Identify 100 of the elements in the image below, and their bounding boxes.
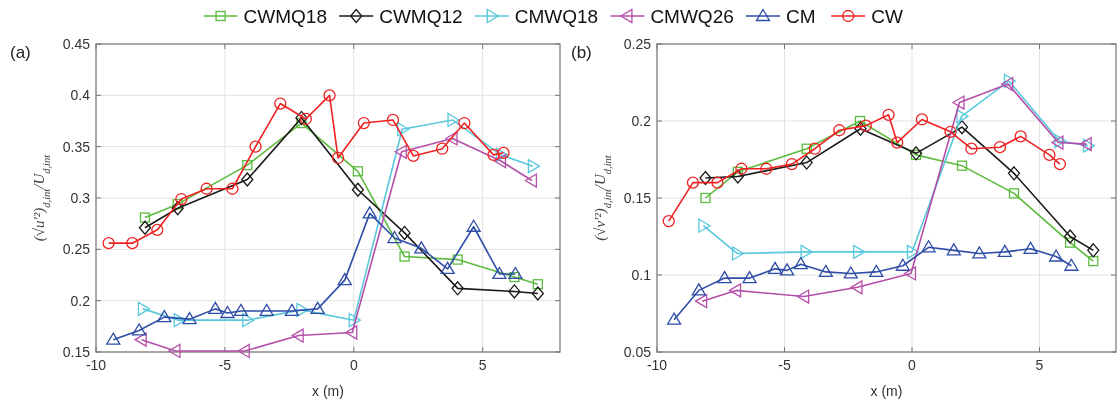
point <box>666 312 682 325</box>
point <box>299 112 312 126</box>
point <box>458 116 471 130</box>
point <box>492 266 507 280</box>
point <box>208 301 223 315</box>
y-tick-label: 0.45 <box>62 36 91 52</box>
point <box>760 162 773 175</box>
point <box>800 155 813 170</box>
point <box>337 272 352 286</box>
point <box>291 328 304 343</box>
point <box>818 264 833 278</box>
point <box>509 271 520 283</box>
y-tick-label: 0.35 <box>62 138 91 155</box>
point <box>779 263 795 276</box>
point <box>106 332 121 345</box>
legend-label: CMWQ26 <box>650 6 734 27</box>
x-tick-label: -10 <box>85 357 107 373</box>
point <box>1064 237 1076 248</box>
point <box>662 214 675 228</box>
point <box>1043 148 1056 162</box>
y-tick-label: 0.2 <box>631 113 652 129</box>
point <box>310 301 325 315</box>
point <box>173 313 186 328</box>
x-tick-label: -5 <box>218 357 232 373</box>
point <box>735 162 748 175</box>
point <box>717 270 732 284</box>
point <box>850 280 863 295</box>
x-tick-label: 0 <box>349 357 358 373</box>
chart-title: (a) <box>10 43 31 62</box>
point <box>531 286 544 301</box>
point <box>168 343 181 359</box>
point <box>387 230 402 244</box>
point <box>699 170 712 186</box>
chart-title: (b) <box>571 43 592 62</box>
point <box>397 122 410 137</box>
legend-label: CMWQ18 <box>514 6 599 27</box>
point <box>944 125 957 138</box>
x-tick-label: -5 <box>778 357 791 373</box>
point <box>854 115 866 127</box>
point <box>362 206 377 219</box>
x-tick-label: -10 <box>646 357 668 373</box>
point <box>274 97 287 110</box>
point <box>915 113 929 126</box>
legend-label: CW <box>871 6 903 27</box>
y-tick-label: 0.15 <box>623 190 652 206</box>
point <box>447 112 460 128</box>
point <box>241 172 254 187</box>
point <box>348 313 361 328</box>
point <box>527 159 541 174</box>
x-axis-title: x (m) <box>312 383 344 399</box>
x-tick-label: 0 <box>908 357 917 373</box>
point <box>993 141 1007 154</box>
point <box>323 89 336 102</box>
point <box>220 305 235 319</box>
point <box>295 110 308 126</box>
point <box>126 237 139 250</box>
point <box>793 257 808 270</box>
point <box>357 116 370 130</box>
legend-label: CWMQ12 <box>379 6 463 27</box>
point <box>134 332 147 347</box>
point <box>414 241 429 254</box>
point <box>331 151 345 165</box>
point <box>296 117 307 129</box>
point <box>869 264 884 278</box>
point <box>233 303 249 317</box>
point <box>1048 249 1064 262</box>
point <box>882 108 895 121</box>
point <box>965 142 978 155</box>
point <box>399 251 410 262</box>
point <box>796 289 810 304</box>
x-axis-title: x (m) <box>870 383 903 399</box>
x-tick-label: 5 <box>1035 357 1044 373</box>
legend-label: CM <box>786 6 816 27</box>
point <box>386 113 400 127</box>
point <box>691 283 706 296</box>
point <box>1079 136 1092 152</box>
point <box>1053 157 1067 171</box>
point <box>137 301 151 317</box>
point <box>296 302 309 318</box>
point <box>801 143 812 154</box>
legend-label: CWMQ18 <box>243 6 328 27</box>
point <box>394 144 407 159</box>
point <box>1008 188 1020 199</box>
point <box>451 281 464 296</box>
point <box>843 266 858 279</box>
point <box>226 182 239 195</box>
point <box>859 119 872 132</box>
y-tick-label: 0.1 <box>631 267 652 283</box>
point <box>698 218 711 233</box>
point <box>151 223 164 236</box>
y-tick-label: 0.15 <box>62 344 91 360</box>
point <box>138 220 152 235</box>
x-tick-label: 5 <box>478 357 487 373</box>
y-tick-label: 0.05 <box>623 344 652 360</box>
point <box>800 244 813 260</box>
y-tick-label: 0.25 <box>62 241 91 258</box>
point <box>284 303 300 317</box>
point <box>742 270 757 284</box>
point <box>997 244 1012 258</box>
point <box>767 261 783 274</box>
